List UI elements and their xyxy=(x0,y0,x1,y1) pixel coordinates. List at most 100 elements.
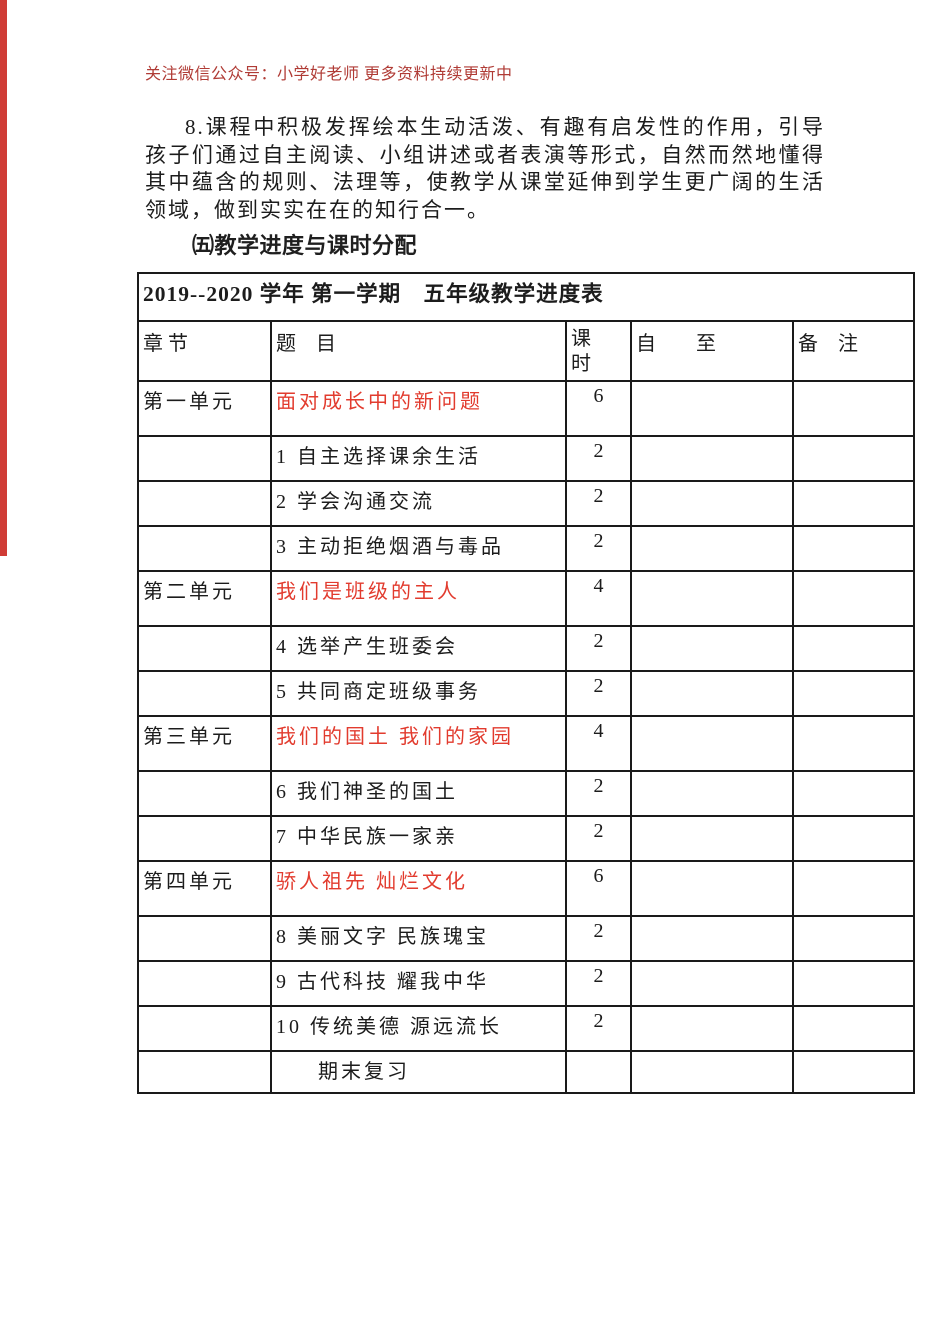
cell-topic: 6 我们神圣的国土 xyxy=(270,770,567,817)
cell-topic: 5 共同商定班级事务 xyxy=(270,670,567,717)
col-header-chapter: 章 节 xyxy=(137,320,272,382)
cell-remark xyxy=(791,1050,916,1094)
cell-remark xyxy=(791,960,916,1007)
cell-hours: 2 xyxy=(565,670,632,717)
cell-topic: 我们的国土 我们的家园 xyxy=(270,715,567,772)
teaching-schedule-table: 2019--2020 学年 第一学期 五年级教学进度表 章 节 题 目 课 时 … xyxy=(136,272,916,1094)
cell-hours: 2 xyxy=(565,960,632,1007)
cell-hours: 6 xyxy=(565,380,632,437)
cell-remark xyxy=(791,915,916,962)
col-header-from-to: 自 至 xyxy=(630,320,794,382)
cell-topic: 3 主动拒绝烟酒与毒品 xyxy=(270,525,567,572)
cell-topic: 7 中华民族一家亲 xyxy=(270,815,567,862)
cell-hours: 2 xyxy=(565,1005,632,1052)
cell-from-to xyxy=(630,670,794,717)
cell-hours: 2 xyxy=(565,435,632,482)
cell-remark xyxy=(791,815,916,862)
table-row-lesson: 10 传统美德 源远流长 2 xyxy=(137,1005,916,1052)
cell-remark xyxy=(791,435,916,482)
cell-hours: 2 xyxy=(565,770,632,817)
col-header-hours: 课 时 xyxy=(565,320,632,382)
cell-chapter: 第一单元 xyxy=(137,380,272,437)
cell-chapter: 第三单元 xyxy=(137,715,272,772)
cell-topic: 4 选举产生班委会 xyxy=(270,625,567,672)
cell-chapter xyxy=(137,1050,272,1094)
cell-chapter xyxy=(137,915,272,962)
table-body: 2019--2020 学年 第一学期 五年级教学进度表 章 节 题 目 课 时 … xyxy=(136,272,916,1094)
cell-remark xyxy=(791,525,916,572)
cell-remark xyxy=(791,625,916,672)
table-row-lesson: 8 美丽文字 民族瑰宝 2 xyxy=(137,915,916,962)
cell-remark xyxy=(791,1005,916,1052)
table-row-lesson: 3 主动拒绝烟酒与毒品 2 xyxy=(137,525,916,572)
cell-remark xyxy=(791,770,916,817)
table-title: 2019--2020 学年 第一学期 五年级教学进度表 xyxy=(136,272,916,322)
wechat-note-text: 关注微信公众号：小学好老师 更多资料持续更新中 xyxy=(145,66,513,83)
cell-chapter xyxy=(137,815,272,862)
table-row-lesson: 7 中华民族一家亲 2 xyxy=(137,815,916,862)
cell-from-to xyxy=(630,815,794,862)
left-margin-stripe xyxy=(0,0,7,556)
table-row-lesson: 6 我们神圣的国土 2 xyxy=(137,770,916,817)
cell-hours: 2 xyxy=(565,815,632,862)
cell-remark xyxy=(791,480,916,527)
cell-chapter: 第二单元 xyxy=(137,570,272,627)
cell-hours: 4 xyxy=(565,570,632,627)
cell-topic: 我们是班级的主人 xyxy=(270,570,567,627)
table-row-unit: 第二单元 我们是班级的主人 4 xyxy=(137,570,916,627)
cell-hours: 4 xyxy=(565,715,632,772)
cell-chapter xyxy=(137,435,272,482)
cell-chapter xyxy=(137,625,272,672)
cell-from-to xyxy=(630,480,794,527)
table-row-unit: 第三单元 我们的国土 我们的家园 4 xyxy=(137,715,916,772)
cell-from-to xyxy=(630,525,794,572)
table-row-lesson: 4 选举产生班委会 2 xyxy=(137,625,916,672)
cell-from-to xyxy=(630,435,794,482)
cell-remark xyxy=(791,670,916,717)
cell-hours: 2 xyxy=(565,915,632,962)
cell-from-to xyxy=(630,1005,794,1052)
cell-chapter xyxy=(137,1005,272,1052)
section-heading: ㈤教学进度与课时分配 xyxy=(192,233,418,258)
cell-hours xyxy=(565,1050,632,1094)
table-row-final: 期末复习 xyxy=(137,1050,916,1094)
table-row-lesson: 9 古代科技 耀我中华 2 xyxy=(137,960,916,1007)
cell-hours: 2 xyxy=(565,480,632,527)
cell-from-to xyxy=(630,715,794,772)
cell-remark xyxy=(791,715,916,772)
cell-from-to xyxy=(630,960,794,1007)
table-row-lesson: 1 自主选择课余生活 2 xyxy=(137,435,916,482)
cell-from-to xyxy=(630,1050,794,1094)
cell-chapter xyxy=(137,670,272,717)
cell-hours: 6 xyxy=(565,860,632,917)
cell-topic: 1 自主选择课余生活 xyxy=(270,435,567,482)
cell-remark xyxy=(791,570,916,627)
body-paragraph: 8.课程中积极发挥绘本生动活泼、有趣有启发性的作用，引导孩子们通过自主阅读、小组… xyxy=(145,115,825,222)
cell-chapter: 第四单元 xyxy=(137,860,272,917)
cell-from-to xyxy=(630,380,794,437)
cell-from-to xyxy=(630,860,794,917)
cell-chapter xyxy=(137,525,272,572)
cell-from-to xyxy=(630,770,794,817)
cell-topic: 9 古代科技 耀我中华 xyxy=(270,960,567,1007)
cell-from-to xyxy=(630,625,794,672)
cell-topic: 10 传统美德 源远流长 xyxy=(270,1005,567,1052)
col-header-topic: 题 目 xyxy=(270,320,567,382)
table-row-unit: 第四单元 骄人祖先 灿烂文化 6 xyxy=(137,860,916,917)
col-header-remark: 备 注 xyxy=(791,320,916,382)
cell-topic: 8 美丽文字 民族瑰宝 xyxy=(270,915,567,962)
table-row-lesson: 2 学会沟通交流 2 xyxy=(137,480,916,527)
cell-chapter xyxy=(137,770,272,817)
cell-from-to xyxy=(630,915,794,962)
cell-chapter xyxy=(137,480,272,527)
cell-remark xyxy=(791,860,916,917)
cell-topic: 骄人祖先 灿烂文化 xyxy=(270,860,567,917)
cell-topic: 期末复习 xyxy=(270,1050,567,1094)
cell-hours: 2 xyxy=(565,525,632,572)
table-header-row: 章 节 题 目 课 时 自 至 备 注 xyxy=(137,320,916,382)
cell-hours: 2 xyxy=(565,625,632,672)
table-row-unit: 第一单元 面对成长中的新问题 6 xyxy=(137,380,916,437)
cell-topic: 2 学会沟通交流 xyxy=(270,480,567,527)
cell-topic: 面对成长中的新问题 xyxy=(270,380,567,437)
